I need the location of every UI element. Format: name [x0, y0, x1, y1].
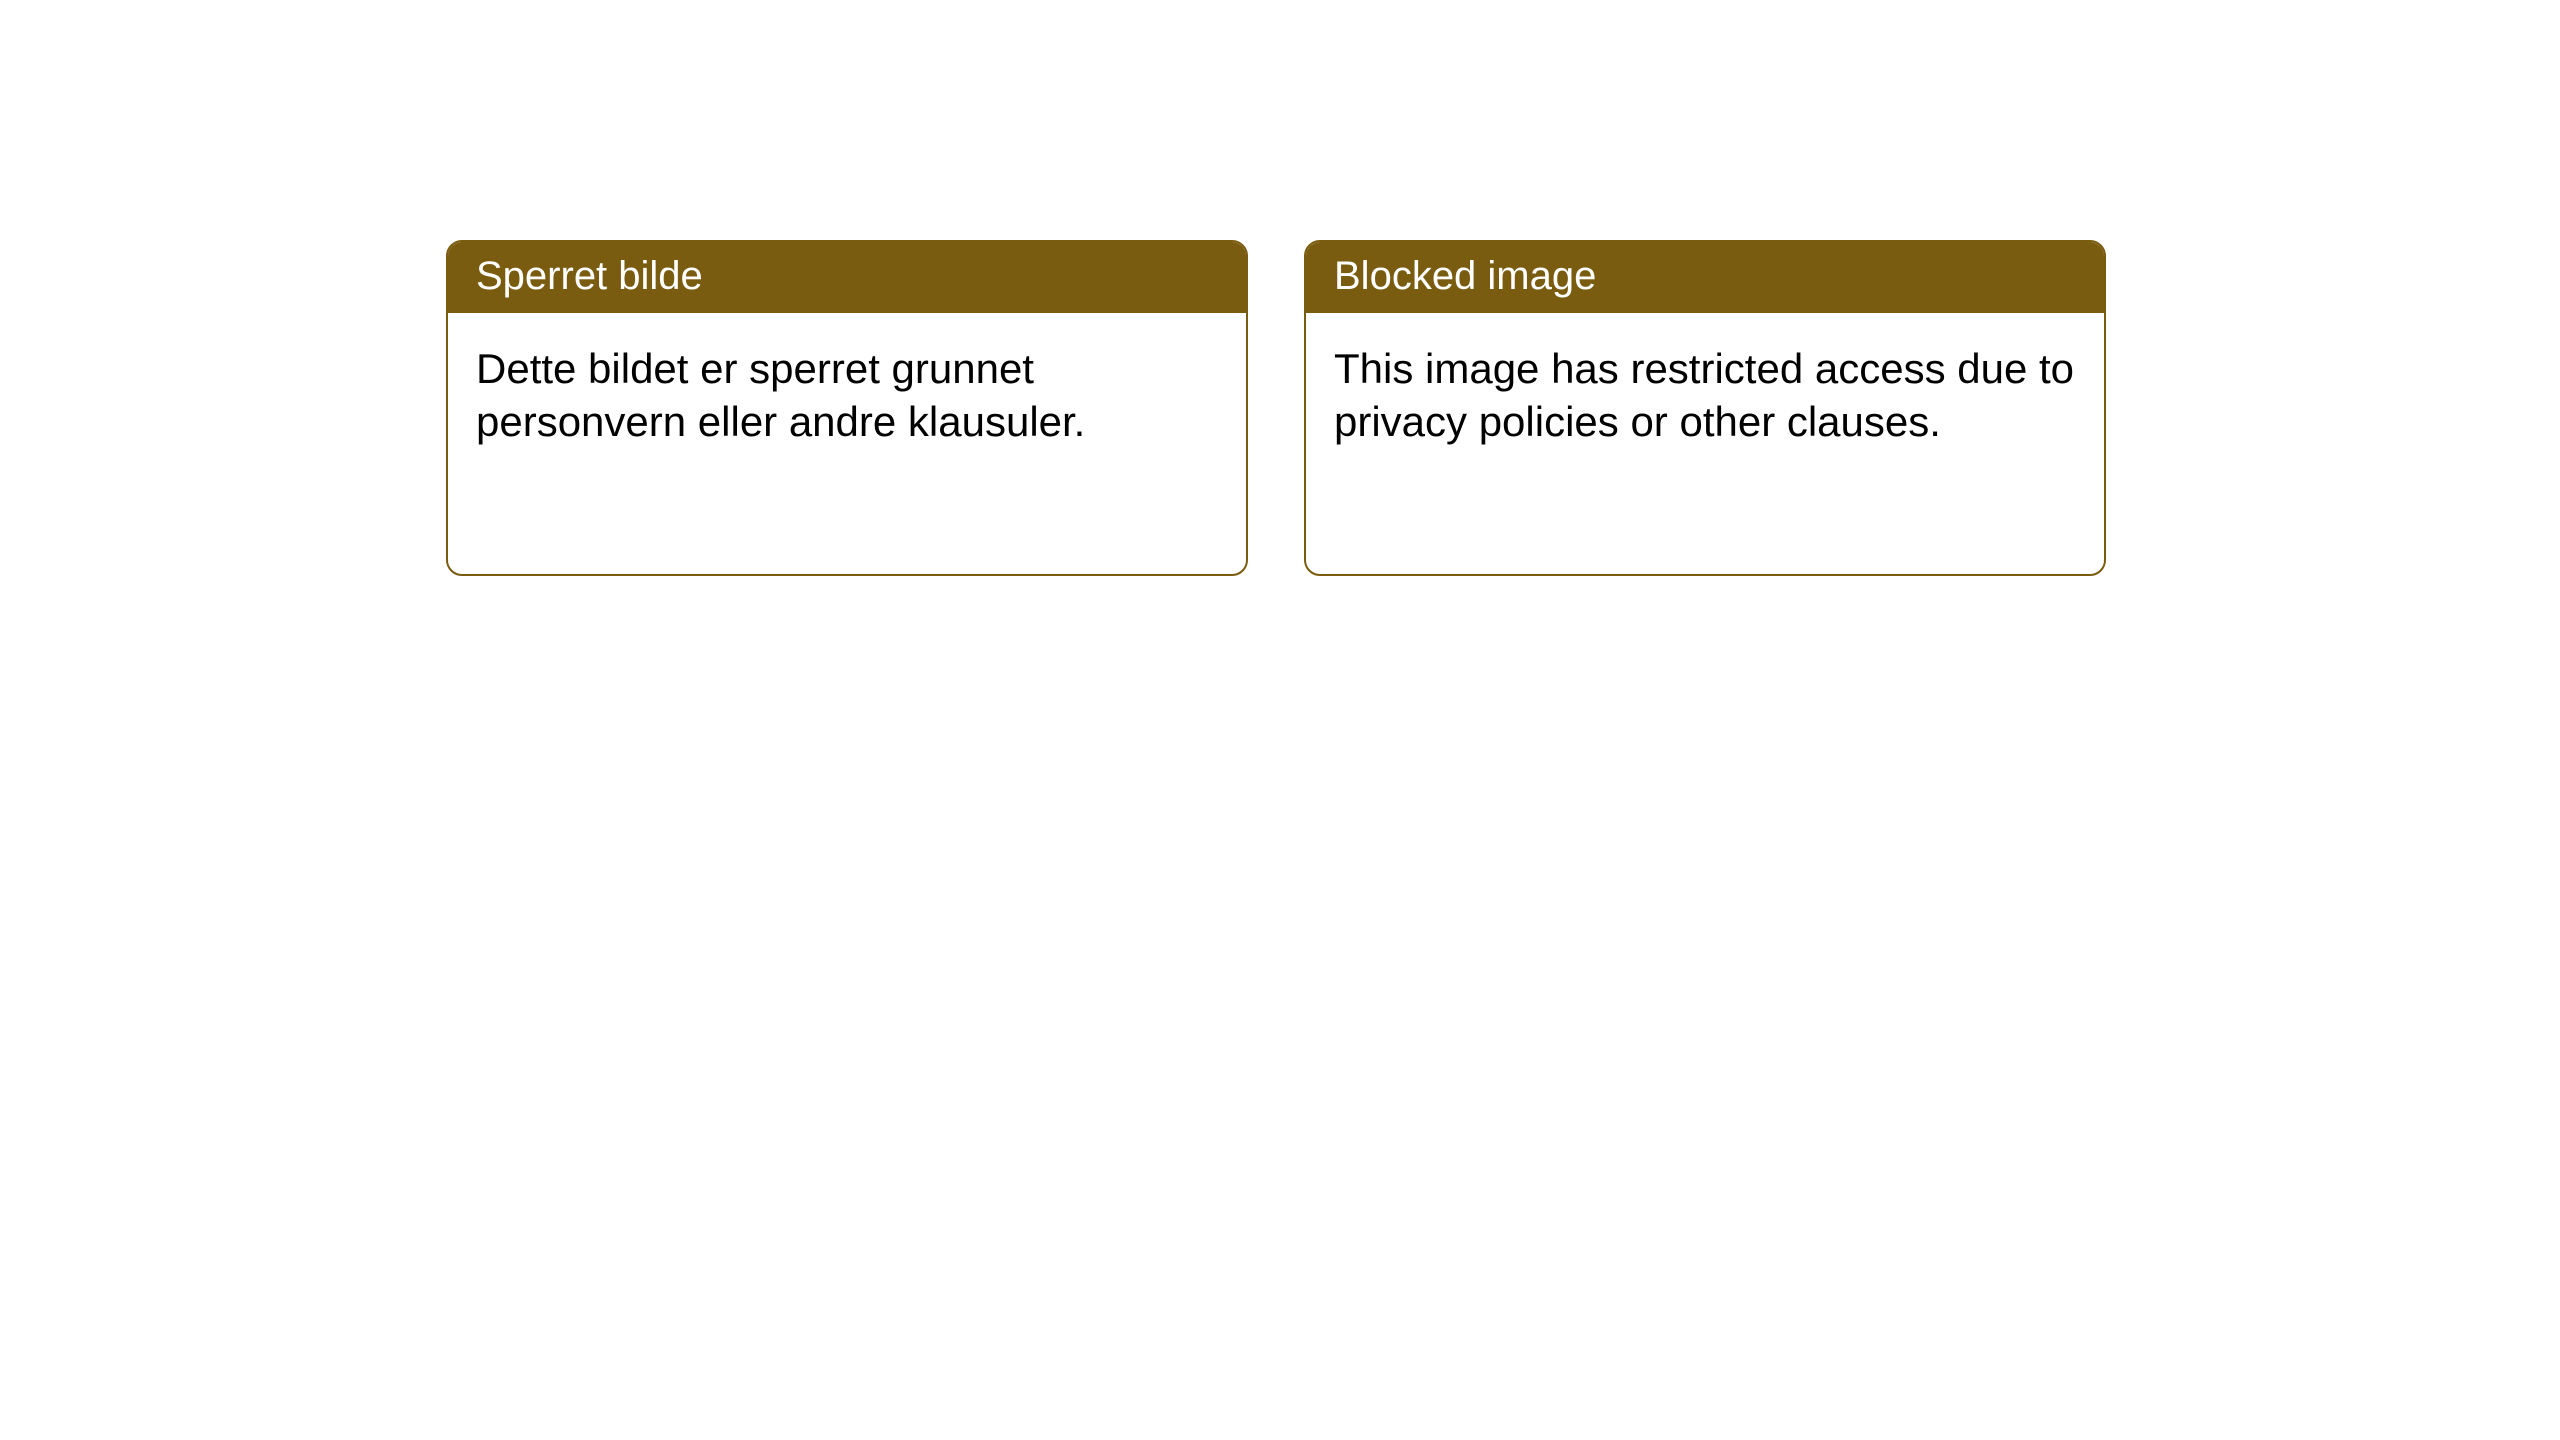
card-title-no: Sperret bilde: [448, 242, 1246, 313]
card-title-en: Blocked image: [1306, 242, 2104, 313]
card-body-en: This image has restricted access due to …: [1306, 313, 2104, 478]
card-body-no: Dette bildet er sperret grunnet personve…: [448, 313, 1246, 478]
blocked-image-card-no: Sperret bilde Dette bildet er sperret gr…: [446, 240, 1248, 576]
card-container: Sperret bilde Dette bildet er sperret gr…: [446, 240, 2106, 576]
blocked-image-card-en: Blocked image This image has restricted …: [1304, 240, 2106, 576]
